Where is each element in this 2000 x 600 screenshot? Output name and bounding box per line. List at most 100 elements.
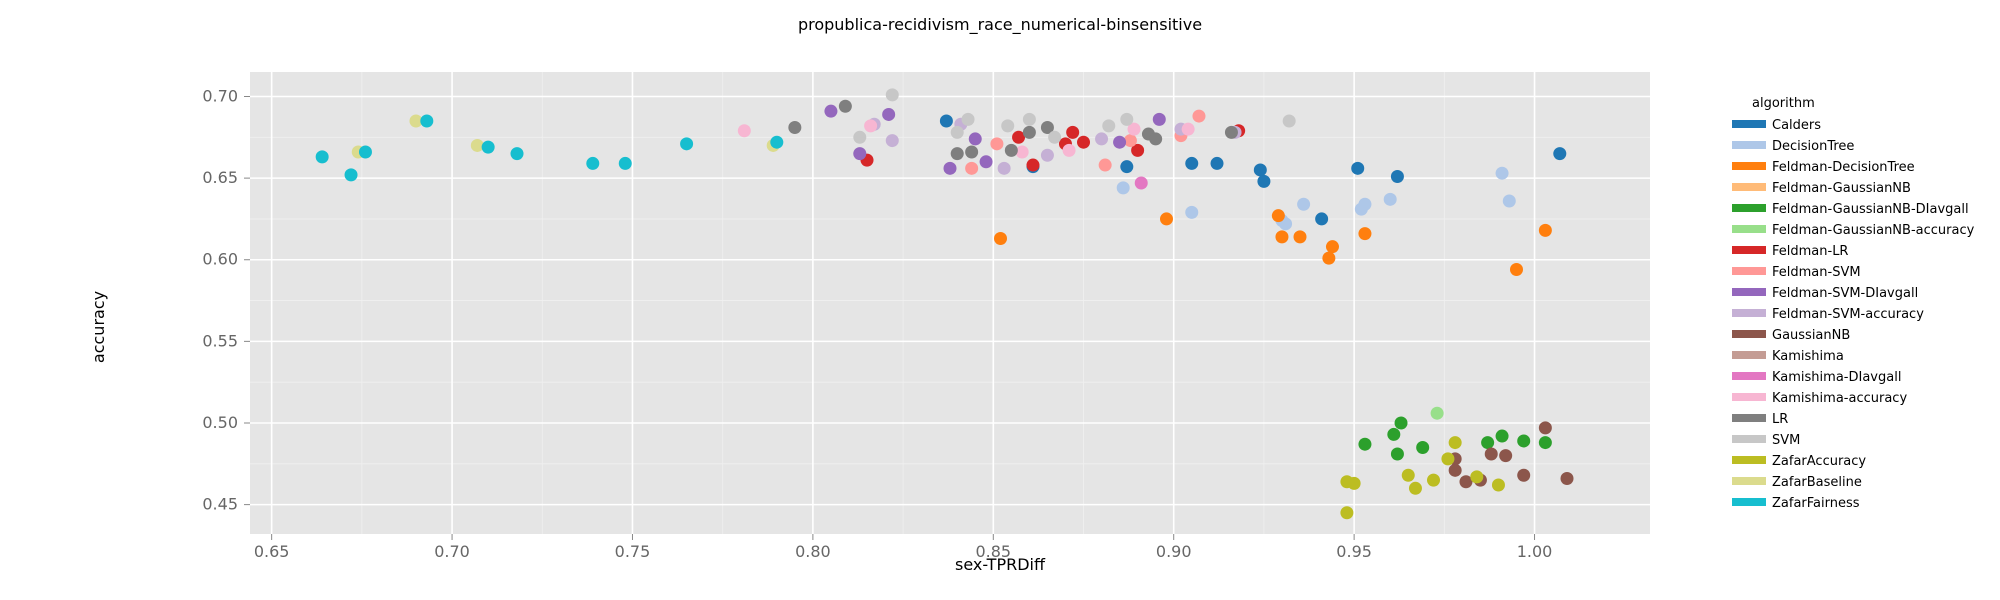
data-point	[618, 156, 632, 170]
data-point	[968, 132, 982, 146]
x-axis-label: sex-TPRDiff	[955, 555, 1046, 574]
legend-swatch	[1732, 456, 1766, 464]
data-point	[470, 138, 484, 152]
data-point	[1484, 447, 1498, 461]
data-point	[1120, 112, 1134, 126]
legend-title: algorithm	[1752, 96, 1815, 111]
legend-swatch	[1732, 225, 1766, 233]
data-point	[1185, 156, 1199, 170]
data-point	[680, 137, 694, 151]
data-point	[737, 124, 751, 138]
legend-label: Kamishima-accuracy	[1772, 391, 1907, 406]
data-point	[1040, 121, 1054, 135]
data-point	[1538, 421, 1552, 435]
data-point	[853, 130, 867, 144]
data-point	[1185, 205, 1199, 219]
data-point	[1383, 192, 1397, 206]
data-point	[770, 135, 784, 149]
legend-item: ZafarAccuracy	[1732, 454, 1866, 469]
legend-swatch	[1732, 351, 1766, 359]
data-point	[950, 147, 964, 161]
data-point	[1022, 112, 1036, 126]
data-point	[1159, 212, 1173, 226]
x-tick-label: 0.85	[975, 542, 1011, 561]
data-point	[1322, 251, 1336, 265]
data-point	[1192, 109, 1206, 123]
data-point	[1517, 434, 1531, 448]
data-point	[1131, 143, 1145, 157]
y-axis-ticks: 0.45 0.50 0.55 0.60 0.65 0.70	[202, 86, 250, 514]
legend-swatch	[1732, 162, 1766, 170]
data-point	[864, 119, 878, 133]
legend-swatch	[1732, 477, 1766, 485]
data-point	[838, 99, 852, 113]
legend-swatch	[1732, 393, 1766, 401]
legend-label: Feldman-SVM	[1772, 265, 1861, 280]
major-gridlines	[250, 72, 1650, 534]
legend-label: LR	[1772, 412, 1788, 427]
data-point	[885, 88, 899, 102]
legend-item: Kamishima	[1732, 349, 1844, 364]
data-point	[1022, 125, 1036, 139]
data-point	[939, 114, 953, 128]
data-point	[1181, 122, 1195, 136]
data-point	[1459, 475, 1473, 489]
data-point	[882, 107, 896, 121]
data-points	[315, 88, 1574, 520]
legend-swatch	[1732, 372, 1766, 380]
legend-swatch	[1732, 267, 1766, 275]
data-point	[1509, 263, 1523, 277]
legend-swatch	[1732, 141, 1766, 149]
legend-swatch	[1732, 309, 1766, 317]
legend-item: GaussianNB	[1732, 328, 1850, 343]
legend-item: Kamishima-accuracy	[1732, 391, 1907, 406]
legend-label: Kamishima	[1772, 349, 1844, 364]
data-point	[1297, 197, 1311, 211]
data-point	[1495, 166, 1509, 180]
x-tick-label: 0.75	[615, 542, 651, 561]
data-point	[1026, 158, 1040, 172]
data-point	[1491, 478, 1505, 492]
data-point	[1113, 135, 1127, 149]
legend-swatch	[1732, 435, 1766, 443]
data-point	[1315, 212, 1329, 226]
legend-label: Calders	[1772, 118, 1821, 133]
data-point	[1224, 125, 1238, 139]
data-point	[1401, 468, 1415, 482]
legend-item: ZafarBaseline	[1732, 475, 1862, 490]
data-point	[1358, 197, 1372, 211]
data-point	[1358, 227, 1372, 241]
data-point	[1152, 112, 1166, 126]
data-point	[1257, 174, 1271, 188]
plot-background	[250, 72, 1650, 534]
x-tick-label: 0.90	[1156, 542, 1192, 561]
data-point	[1408, 481, 1422, 495]
data-point	[1040, 148, 1054, 162]
data-point	[1390, 447, 1404, 461]
legend-item: Feldman-SVM-DIavgall	[1732, 286, 1918, 301]
data-point	[1394, 416, 1408, 430]
legend-label: ZafarFairness	[1772, 496, 1860, 511]
legend-item: LR	[1732, 412, 1788, 427]
legend-swatch	[1732, 330, 1766, 338]
data-point	[1502, 194, 1516, 208]
data-point	[1120, 160, 1134, 174]
x-tick-label: 0.95	[1336, 542, 1372, 561]
data-point	[788, 121, 802, 135]
y-tick-label: 0.65	[202, 168, 238, 187]
legend-label: Feldman-DecisionTree	[1772, 160, 1915, 175]
y-axis-label: accuracy	[89, 291, 108, 363]
data-point	[1416, 440, 1430, 454]
x-tick-label: 0.80	[795, 542, 831, 561]
legend-label: Feldman-GaussianNB-DIavgall	[1772, 202, 1969, 217]
legend-label: GaussianNB	[1772, 328, 1850, 343]
data-point	[1390, 169, 1404, 183]
data-point	[885, 134, 899, 148]
data-point	[1077, 135, 1091, 149]
data-point	[1062, 143, 1076, 157]
legend: Calders DecisionTree Feldman-DecisionTree F…	[1732, 118, 1975, 511]
data-point	[853, 147, 867, 161]
data-point	[1553, 147, 1567, 161]
data-point	[824, 104, 838, 118]
